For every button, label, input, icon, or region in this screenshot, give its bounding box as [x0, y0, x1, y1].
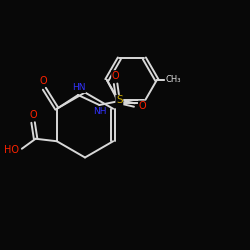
Text: S: S: [116, 96, 123, 106]
Text: HO: HO: [4, 145, 19, 155]
Text: CH₃: CH₃: [165, 76, 181, 84]
Text: O: O: [112, 71, 120, 81]
Text: HN: HN: [72, 84, 85, 92]
Text: O: O: [138, 101, 146, 111]
Text: O: O: [29, 110, 37, 120]
Text: NH: NH: [93, 108, 106, 116]
Text: O: O: [39, 76, 47, 86]
